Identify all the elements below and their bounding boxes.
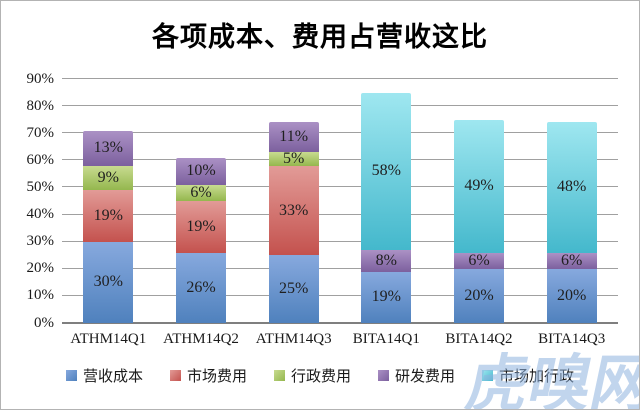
legend-swatch: [169, 370, 181, 381]
data-label: 25%: [278, 280, 309, 298]
gridline: [62, 78, 618, 79]
bar-segment-营收成本[interactable]: 25%: [268, 255, 319, 323]
legend-swatch: [482, 370, 494, 381]
gridline: [62, 159, 618, 161]
data-label: 30%: [93, 273, 123, 291]
chart-title: 各项成本、费用占营收这比: [152, 22, 488, 52]
legend-item-营收成本[interactable]: 营收成本: [65, 365, 143, 386]
bar-segment-营收成本[interactable]: 19%: [361, 271, 412, 323]
x-tick-label: ATHM14Q3: [255, 331, 332, 347]
bar-segment-行政费用[interactable]: 5%: [268, 150, 319, 168]
data-label: 6%: [468, 251, 490, 269]
data-label: 20%: [464, 286, 494, 304]
bar-segment-研发费用[interactable]: 6%: [454, 251, 504, 269]
gridline: [62, 240, 618, 242]
bar-segment-营收成本[interactable]: 26%: [176, 252, 226, 323]
bar-segment-行政费用[interactable]: 6%: [176, 183, 226, 202]
y-tick-label: 90%: [26, 70, 55, 87]
bar-segment-营收成本[interactable]: 20%: [546, 268, 597, 323]
x-tick-label: ATHM14Q2: [163, 331, 239, 347]
data-label: 11%: [279, 128, 309, 146]
x-axis: ATHM14Q1 ATHM14Q2 ATHM14Q3 BITA14Q1 BITA14Q2…: [62, 331, 618, 353]
bar-segment-营收成本[interactable]: 20%: [454, 268, 504, 323]
y-axis: 0% 10% 20% 30% 40% 50% 60% 70% 80% 90%: [1, 71, 56, 330]
y-tick-label: 0%: [34, 314, 54, 331]
legend-label: 行政费用: [290, 369, 351, 385]
legend-item-市场费用[interactable]: 市场费用: [169, 365, 247, 386]
bar-segment-研发费用[interactable]: 10%: [176, 157, 226, 185]
bar-segment-研发费用[interactable]: 8%: [361, 249, 412, 272]
data-label: 48%: [556, 178, 587, 196]
stacked-bar-BITA14Q1[interactable]: 19% 8% 58%: [361, 92, 412, 323]
bar-segment-市场费用[interactable]: 19%: [83, 190, 134, 242]
legend-label: 营收成本: [82, 369, 143, 385]
y-tick-label: 50%: [26, 178, 55, 195]
x-tick-label: BITA14Q2: [445, 331, 513, 347]
x-tick-label: BITA14Q3: [538, 331, 606, 347]
legend-swatch: [273, 370, 285, 381]
legend-item-研发费用[interactable]: 研发费用: [378, 365, 455, 386]
legend-swatch: [378, 370, 389, 381]
data-label: 49%: [464, 177, 494, 195]
y-tick-label: 40%: [26, 206, 55, 223]
data-label: 8%: [375, 251, 397, 269]
data-label: 26%: [186, 278, 216, 296]
data-label: 5%: [282, 150, 305, 168]
x-axis-line: [62, 322, 618, 324]
bar-segment-研发费用[interactable]: 13%: [83, 130, 134, 166]
y-tick-label: 10%: [26, 287, 55, 304]
stacked-bar-BITA14Q3[interactable]: 20% 6% 48%: [546, 122, 597, 323]
data-label: 6%: [560, 251, 583, 269]
data-label: 19%: [186, 217, 216, 235]
bar-segment-市场费用[interactable]: 19%: [176, 201, 226, 253]
data-label: 58%: [371, 162, 401, 180]
stacked-bar-ATHM14Q3[interactable]: 25% 33% 5% 11%: [268, 122, 319, 323]
gridline: [62, 186, 618, 188]
y-tick-label: 30%: [26, 233, 55, 250]
legend-label: 研发费用: [395, 369, 456, 385]
y-tick-label: 20%: [26, 260, 55, 277]
data-label: 19%: [93, 206, 123, 224]
data-label: 33%: [278, 201, 309, 219]
stacked-bar-ATHM14Q2[interactable]: 26% 19% 6% 10%: [176, 157, 226, 323]
gridline: [62, 294, 618, 296]
data-label: 9%: [97, 168, 119, 186]
gridline: [62, 132, 618, 134]
legend-item-市场加行政[interactable]: 市场加行政: [482, 365, 574, 386]
x-tick-label: BITA14Q1: [352, 331, 420, 347]
bar-segment-研发费用[interactable]: 11%: [268, 122, 319, 153]
y-tick-label: 60%: [26, 151, 55, 168]
y-tick-label: 80%: [26, 97, 55, 114]
plot-area: 30% 19% 9% 13% 26% 19% 6% 10% 25% 33% 5% 11% 19% 8% 58…: [62, 78, 618, 324]
stacked-bar-ATHM14Q1[interactable]: 30% 19% 9% 13%: [83, 130, 134, 323]
y-tick-label: 70%: [26, 124, 55, 141]
gridline: [62, 267, 618, 269]
legend-label: 市场费用: [186, 369, 247, 385]
legend: 营收成本 市场费用 行政费用 研发费用 市场加行政: [1, 365, 639, 386]
legend-swatch: [65, 370, 77, 381]
gridline: [62, 105, 618, 107]
legend-label: 市场加行政: [499, 369, 575, 385]
bar-segment-市场加行政[interactable]: 58%: [361, 92, 412, 250]
bar-segment-研发费用[interactable]: 6%: [546, 251, 597, 269]
data-label: 19%: [371, 288, 401, 306]
bar-segment-行政费用[interactable]: 9%: [83, 165, 134, 191]
x-tick-label: ATHM14Q1: [70, 331, 147, 347]
data-label: 20%: [556, 286, 587, 304]
stacked-bar-BITA14Q2[interactable]: 20% 6% 49%: [454, 119, 504, 323]
bar-segment-市场加行政[interactable]: 48%: [546, 122, 597, 253]
bar-segment-营收成本[interactable]: 30%: [83, 241, 134, 323]
data-label: 10%: [186, 162, 216, 180]
data-label: 13%: [93, 139, 123, 157]
data-label: 6%: [190, 183, 212, 201]
legend-item-行政费用[interactable]: 行政费用: [273, 365, 351, 386]
bar-segment-市场加行政[interactable]: 49%: [454, 119, 504, 253]
gridline: [62, 213, 618, 215]
bar-segment-市场费用[interactable]: 33%: [268, 165, 319, 256]
